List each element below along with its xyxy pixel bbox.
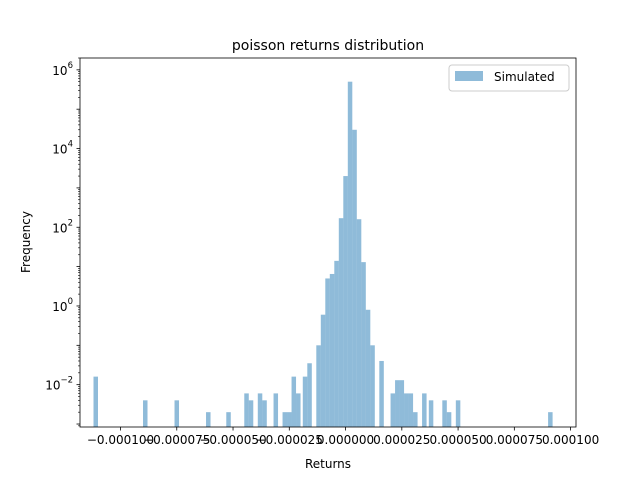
x-tick-label: −0.000075 (143, 433, 210, 447)
histogram-bar (244, 393, 249, 427)
histogram-bar (273, 393, 279, 427)
x-tick-label: 0.000000 (317, 433, 374, 447)
histogram-bar (257, 393, 263, 427)
histogram-bar (287, 412, 292, 427)
histogram-bar (291, 376, 297, 427)
histogram-bar (262, 400, 267, 427)
histogram-bar (365, 309, 371, 427)
histogram-bar (428, 400, 434, 427)
chart-title: poisson returns distribution (232, 38, 424, 54)
y-tick-label: 106 (52, 61, 73, 78)
histogram-bar (174, 400, 180, 427)
histogram-bar (395, 380, 400, 427)
histogram-bar (370, 345, 375, 427)
y-tick-label: 102 (52, 218, 73, 235)
histogram-bar (325, 278, 330, 427)
histogram-bar (455, 400, 461, 427)
y-tick-label: 10−2 (45, 376, 73, 393)
histogram-bar (361, 262, 366, 427)
histogram-bar (390, 393, 396, 427)
histogram-bar (282, 412, 288, 427)
histogram-bar (338, 218, 344, 427)
histogram-bar (296, 393, 301, 427)
histogram-bar (347, 81, 353, 427)
y-axis-label: Frequency (19, 211, 33, 273)
y-tick-label: 100 (52, 297, 73, 314)
histogram-bar (329, 273, 335, 427)
histogram-bar (320, 314, 326, 427)
histogram-bar (404, 393, 409, 427)
legend-label: Simulated (494, 70, 555, 84)
x-axis: −0.000100−0.000075−0.000050−0.0000250.00… (87, 427, 599, 447)
histogram-bar (356, 219, 362, 427)
x-tick-label: 0.000025 (373, 433, 430, 447)
histogram-bars (93, 81, 553, 427)
histogram-bar (334, 260, 339, 427)
histogram-bar (343, 176, 348, 427)
x-tick-label: −0.000025 (256, 433, 323, 447)
x-tick-label: 0.000050 (429, 433, 486, 447)
histogram-bar (442, 400, 447, 427)
x-tick-label: 0.000100 (542, 433, 599, 447)
y-axis: 10−2 100 102 104 106 (45, 57, 80, 427)
histogram-bar (302, 376, 308, 427)
histogram-bar (422, 393, 427, 427)
histogram-bar (408, 393, 414, 427)
histogram-bar (93, 376, 98, 427)
histogram-bar (352, 129, 357, 427)
histogram-bar (548, 412, 553, 427)
histogram-bar (446, 412, 452, 427)
legend-swatch (455, 71, 483, 81)
x-tick-label: −0.000100 (87, 433, 154, 447)
histogram-bar (413, 412, 418, 427)
histogram-bar (248, 400, 254, 427)
legend: Simulated (448, 64, 570, 92)
histogram-bar (143, 400, 148, 427)
histogram-bar (316, 345, 321, 427)
histogram-bar (226, 412, 231, 427)
x-axis-label: Returns (305, 457, 351, 471)
histogram-bar (307, 363, 312, 427)
histogram-bar (399, 380, 405, 427)
plot-area-frame (79, 57, 577, 428)
x-tick-label: 0.000075 (486, 433, 543, 447)
histogram-bar (379, 360, 384, 427)
histogram-bar (206, 412, 211, 427)
y-tick-label: 104 (52, 140, 73, 157)
x-tick-label: −0.000050 (199, 433, 266, 447)
